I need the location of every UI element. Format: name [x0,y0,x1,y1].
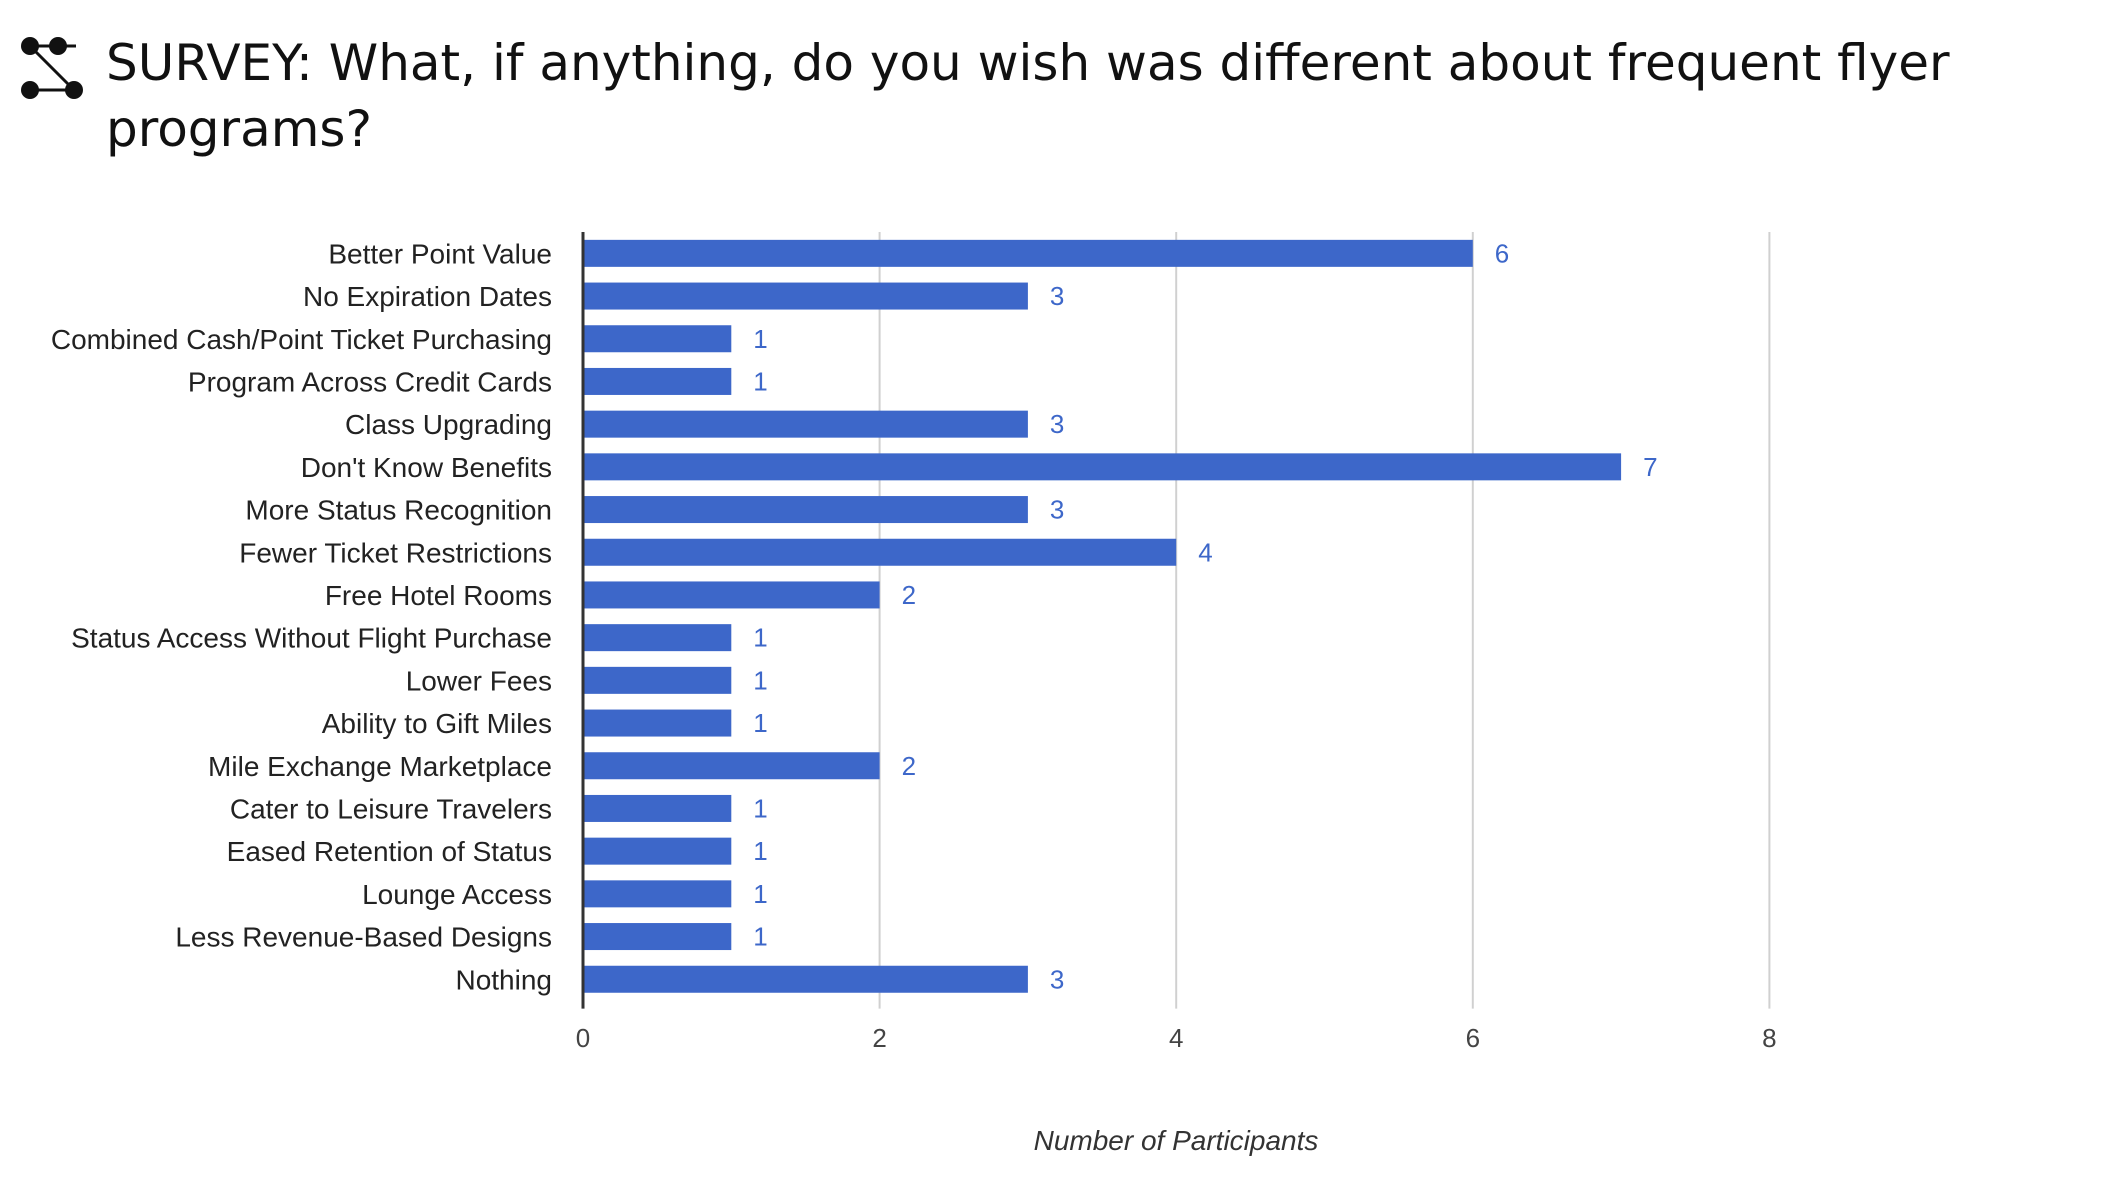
bar [583,923,732,951]
data-label: 4 [1198,537,1212,567]
data-label: 1 [753,366,767,396]
bar [583,496,1028,524]
category-label: Lower Fees [406,665,552,696]
category-label: Eased Retention of Status [227,836,552,867]
category-label: More Status Recognition [245,495,552,526]
bar [583,837,732,865]
connected-dots-icon [21,37,83,99]
data-label: 2 [902,751,916,781]
data-label: 3 [1050,281,1064,311]
data-label: 1 [753,665,767,695]
bar [583,581,880,609]
bar [583,367,732,395]
bar [583,752,880,780]
category-label: Program Across Credit Cards [188,366,552,397]
data-label: 1 [753,708,767,738]
bar [583,282,1028,310]
bar [583,410,1028,438]
bar [583,666,732,694]
category-label: Ability to Gift Miles [322,708,552,739]
category-label: Combined Cash/Point Ticket Purchasing [51,324,552,355]
category-label: Fewer Ticket Restrictions [239,537,552,568]
x-tick-label: 0 [576,1023,590,1053]
bar [583,880,732,908]
data-label: 1 [753,922,767,952]
category-label: Class Upgrading [345,409,552,440]
bar [583,538,1177,566]
x-axis-label: Number of Participants [1034,1125,1319,1156]
bar [583,965,1028,993]
category-label: Free Hotel Rooms [325,580,552,611]
category-label: Nothing [455,964,552,995]
data-label: 1 [753,879,767,909]
data-label: 1 [753,623,767,653]
bar [583,325,732,353]
data-label: 7 [1643,452,1657,482]
category-label: Cater to Leisure Travelers [230,793,552,824]
bar [583,239,1473,267]
category-label: Better Point Value [328,238,552,269]
category-label: Lounge Access [362,879,552,910]
x-tick-label: 2 [872,1023,886,1053]
category-label: Mile Exchange Marketplace [208,751,552,782]
x-tick-label: 8 [1762,1023,1776,1053]
bar [583,453,1622,481]
data-label: 1 [753,793,767,823]
category-label: Don't Know Benefits [301,452,552,483]
bar [583,624,732,652]
data-label: 3 [1050,964,1064,994]
data-label: 3 [1050,495,1064,525]
data-label: 1 [753,324,767,354]
data-label: 6 [1495,238,1509,268]
x-tick-label: 6 [1466,1023,1480,1053]
data-label: 3 [1050,409,1064,439]
x-tick-label: 4 [1169,1023,1183,1053]
category-label: No Expiration Dates [303,281,552,312]
page-title: SURVEY: What, if anything, do you wish w… [106,34,1950,158]
category-label: Status Access Without Flight Purchase [71,623,552,654]
data-label: 2 [902,580,916,610]
data-label: 1 [753,836,767,866]
category-label: Less Revenue-Based Designs [175,922,552,953]
bar [583,709,732,737]
header: SURVEY: What, if anything, do you wish w… [18,30,2078,170]
bar [583,794,732,822]
